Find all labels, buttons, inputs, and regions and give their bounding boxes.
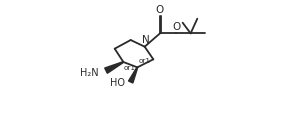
Text: or1: or1 [124, 65, 136, 71]
Text: H₂N: H₂N [80, 68, 99, 78]
Text: or1: or1 [139, 58, 151, 64]
Text: O: O [172, 22, 180, 32]
Text: HO: HO [110, 78, 125, 88]
Polygon shape [105, 62, 123, 73]
Text: O: O [156, 5, 164, 15]
Polygon shape [129, 67, 138, 83]
Text: N: N [142, 35, 150, 45]
